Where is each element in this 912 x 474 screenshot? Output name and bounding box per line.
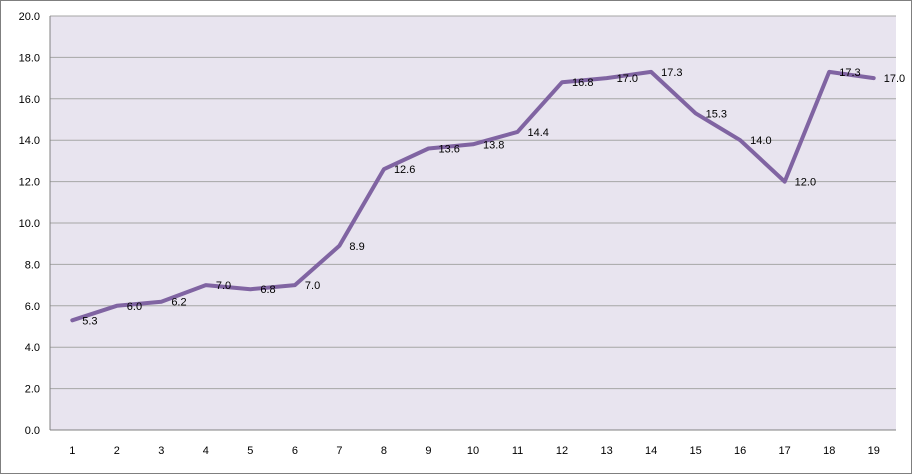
x-tick-label: 3 [158, 445, 164, 457]
data-label: 13.8 [483, 139, 504, 151]
y-tick-label: 0.0 [25, 425, 40, 437]
x-tick-label: 7 [336, 445, 342, 457]
y-tick-label: 20.0 [19, 11, 40, 23]
x-tick-label: 17 [779, 445, 791, 457]
x-tick-label: 19 [868, 445, 880, 457]
data-label: 17.3 [839, 67, 860, 79]
data-label: 17.3 [661, 67, 682, 79]
x-tick-label: 2 [114, 445, 120, 457]
x-tick-label: 4 [203, 445, 209, 457]
data-label: 12.0 [795, 177, 816, 189]
x-tick-label: 11 [512, 445, 523, 457]
x-tick-label: 14 [645, 445, 657, 457]
y-tick-label: 2.0 [25, 384, 40, 396]
y-tick-label: 12.0 [19, 177, 40, 189]
data-label: 8.9 [349, 241, 364, 253]
x-tick-label: 5 [247, 445, 253, 457]
x-tick-label: 16 [734, 445, 746, 457]
y-tick-label: 4.0 [25, 342, 40, 354]
data-label: 15.3 [706, 108, 727, 120]
y-tick-label: 8.0 [25, 259, 40, 271]
y-tick-label: 18.0 [19, 52, 40, 64]
data-label: 5.3 [82, 315, 97, 327]
x-tick-label: 12 [556, 445, 568, 457]
data-label: 17.0 [884, 73, 905, 85]
data-label: 14.0 [750, 135, 771, 147]
data-label: 7.0 [216, 280, 231, 292]
x-tick-label: 1 [69, 445, 75, 457]
data-label: 6.2 [171, 297, 186, 309]
x-tick-label: 15 [690, 445, 702, 457]
series-line [70, 69, 876, 323]
data-label: 6.0 [127, 301, 142, 313]
x-tick-label: 10 [467, 445, 479, 457]
x-tick-label: 9 [425, 445, 431, 457]
data-label: 6.8 [260, 284, 275, 296]
data-label: 12.6 [394, 164, 415, 176]
y-tick-label: 14.0 [19, 135, 40, 147]
y-tick-label: 10.0 [19, 218, 40, 230]
x-tick-label: 13 [600, 445, 612, 457]
y-tick-label: 6.0 [25, 301, 40, 313]
x-tick-label: 6 [292, 445, 298, 457]
y-tick-label: 16.0 [19, 94, 40, 106]
x-tick-label: 8 [381, 445, 387, 457]
data-label: 17.0 [617, 73, 638, 85]
data-label: 16.8 [572, 77, 593, 89]
data-label: 14.4 [528, 127, 549, 139]
data-label: 13.6 [438, 143, 459, 155]
data-label: 7.0 [305, 280, 320, 292]
x-tick-label: 18 [823, 445, 835, 457]
